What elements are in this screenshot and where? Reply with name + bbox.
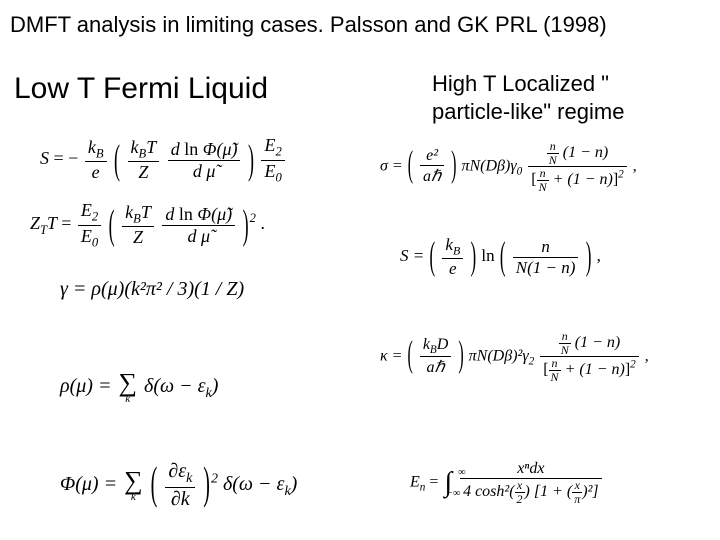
eq-left-rho: ρ(μ) = ∑ k δ(ω − εk) bbox=[60, 370, 218, 405]
eq-right-En: En = ∞ ∫ −∞ xⁿdx 4 cosh²(x2) [1 + (xπ)²] bbox=[410, 460, 604, 505]
eq-left-ZT: ZTT = E2 E0 ( kBT Z d ln Φ(μ̃) d μ̃ )2 . bbox=[30, 200, 265, 250]
slide-title: DMFT analysis in limiting cases. Palsson… bbox=[10, 12, 710, 38]
left-column-header: Low T Fermi Liquid bbox=[14, 72, 268, 106]
slide: DMFT analysis in limiting cases. Palsson… bbox=[0, 0, 720, 540]
eq-right-sigma: σ = ( e² aℏ ) πN(Dβ)γ0 nN (1 − n) [nN + … bbox=[380, 140, 637, 193]
eq-left-Phi: Φ(μ) = ∑ k ( ∂εk ∂k )2 δ(ω − εk) bbox=[60, 460, 297, 511]
eq-right-S: S = ( kB e ) ln ( n N(1 − n) ) , bbox=[400, 235, 601, 279]
eq-left-S: S = − kB e ( kBT Z d ln Φ(μ̃) d μ̃ ) E2 … bbox=[40, 135, 287, 185]
sum-symbol: ∑ k bbox=[118, 370, 137, 405]
eq-left-gamma: γ = ρ(μ)(k²π² / 3)(1 / Z) bbox=[60, 278, 244, 301]
right-column-header: High T Localized " particle-like" regime bbox=[432, 70, 692, 125]
eq-right-kappa: κ = ( kBD aℏ ) πN(Dβ)²γ2 nN (1 − n) [nN … bbox=[380, 330, 649, 383]
sum-symbol: ∑ k bbox=[124, 468, 143, 503]
integral-symbol: ∞ ∫ −∞ bbox=[444, 469, 452, 497]
